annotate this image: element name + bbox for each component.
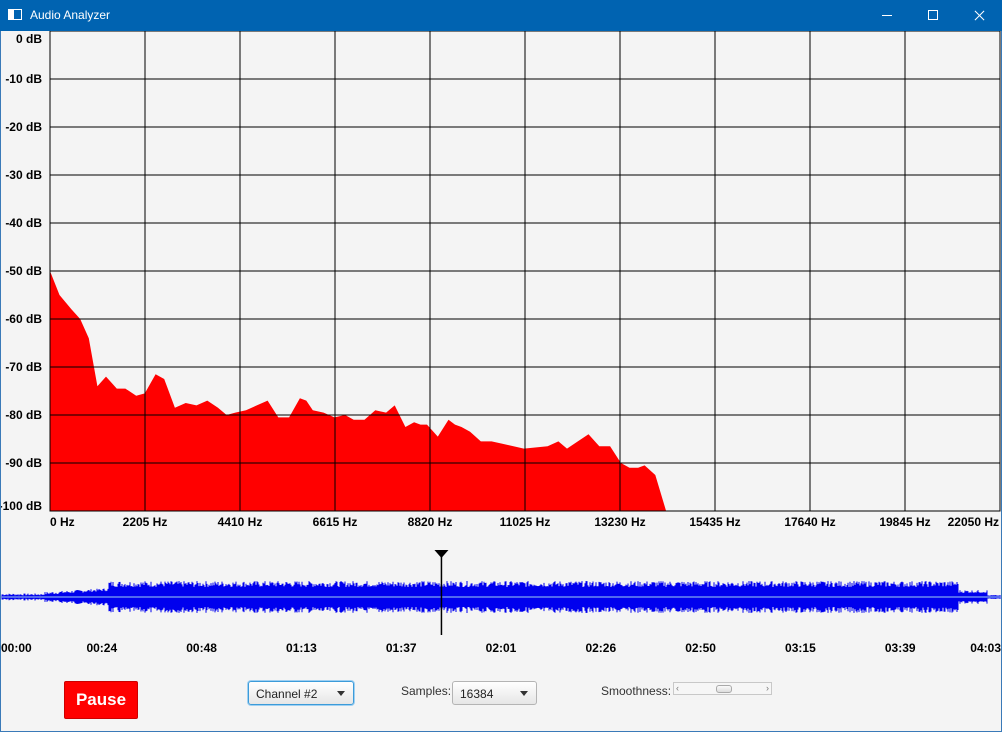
y-tick-label: -100 dB bbox=[0, 499, 42, 513]
x-tick-label: 22050 Hz bbox=[948, 515, 999, 529]
plot-frame bbox=[49, 31, 1001, 512]
y-tick-label: -10 dB bbox=[5, 72, 42, 86]
x-tick-label: 6615 Hz bbox=[313, 515, 358, 529]
time-label: 00:24 bbox=[86, 641, 117, 655]
channel-select[interactable]: Channel #2 bbox=[248, 681, 354, 705]
time-label: 00:00 bbox=[1, 641, 32, 655]
y-tick-label: -70 dB bbox=[5, 360, 42, 374]
smoothness-slider-thumb[interactable] bbox=[715, 685, 732, 693]
x-tick-label: 8820 Hz bbox=[408, 515, 453, 529]
chevron-down-icon bbox=[337, 691, 345, 696]
samples-select[interactable]: 16384 bbox=[452, 681, 537, 705]
time-label: 02:01 bbox=[486, 641, 517, 655]
x-tick-label: 4410 Hz bbox=[218, 515, 263, 529]
close-button[interactable] bbox=[956, 0, 1002, 31]
chevron-down-icon bbox=[520, 691, 528, 696]
waveform-timeline[interactable]: 00:00 00:24 00:48 01:13 01:37 02:01 02:26 02:50… bbox=[0, 545, 1002, 665]
samples-select-value: 16384 bbox=[460, 687, 494, 701]
time-label: 01:13 bbox=[286, 641, 317, 655]
y-tick-label: -80 dB bbox=[5, 408, 42, 422]
time-label: 03:15 bbox=[785, 641, 816, 655]
y-tick-label: -40 dB bbox=[5, 216, 42, 230]
y-tick-label: -50 dB bbox=[5, 264, 42, 278]
playhead-marker-icon bbox=[434, 550, 449, 558]
channel-select-value: Channel #2 bbox=[256, 687, 318, 701]
app-icon bbox=[8, 9, 22, 20]
smoothness-slider[interactable]: ‹ › bbox=[673, 682, 772, 695]
x-tick-label: 15435 Hz bbox=[689, 515, 740, 529]
spectrum-area bbox=[50, 271, 697, 511]
y-tick-label: -30 dB bbox=[5, 168, 42, 182]
time-label: 01:37 bbox=[386, 641, 417, 655]
x-tick-label: 0 Hz bbox=[50, 515, 75, 529]
x-tick-label: 11025 Hz bbox=[500, 515, 551, 529]
spectrum-chart: 0 dB -10 dB -20 dB -30 dB -40 dB -50 dB -60 dB… bbox=[0, 31, 1001, 529]
y-tick-label: -60 dB bbox=[5, 312, 42, 326]
pause-button[interactable]: Pause bbox=[64, 681, 138, 719]
samples-label: Samples: bbox=[401, 684, 452, 698]
y-tick-label: -20 dB bbox=[5, 120, 42, 134]
window-title: Audio Analyzer bbox=[30, 8, 111, 22]
y-tick-label: -90 dB bbox=[5, 456, 42, 470]
time-label: 04:03 bbox=[970, 641, 1001, 655]
time-label: 03:39 bbox=[885, 641, 916, 655]
maximize-button[interactable] bbox=[910, 0, 956, 31]
time-label: 00:48 bbox=[186, 641, 217, 655]
smoothness-label: Smoothness: bbox=[601, 684, 672, 698]
y-tick-label: 0 dB bbox=[16, 32, 42, 46]
chevron-left-icon[interactable]: ‹ bbox=[676, 683, 679, 693]
time-label: 02:26 bbox=[585, 641, 616, 655]
time-label: 02:50 bbox=[685, 641, 716, 655]
x-tick-label: 19845 Hz bbox=[879, 515, 930, 529]
x-tick-label: 17640 Hz bbox=[784, 515, 835, 529]
minimize-button[interactable] bbox=[864, 0, 910, 31]
title-bar: Audio Analyzer bbox=[0, 0, 1002, 31]
x-tick-label: 13230 Hz bbox=[594, 515, 645, 529]
chevron-right-icon[interactable]: › bbox=[766, 683, 769, 693]
x-tick-label: 2205 Hz bbox=[123, 515, 168, 529]
